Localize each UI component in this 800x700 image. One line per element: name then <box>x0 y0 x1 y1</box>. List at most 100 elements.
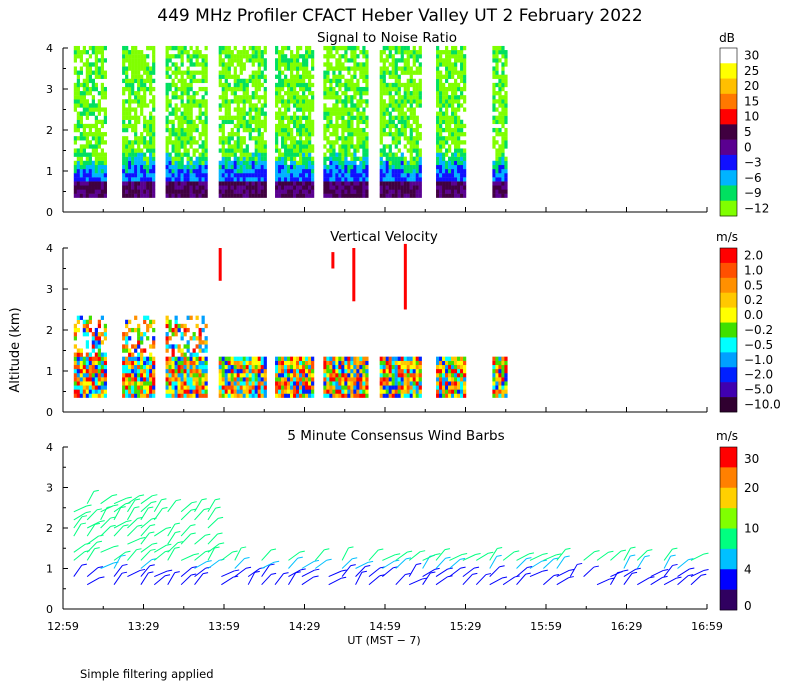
snr-cell <box>409 152 413 157</box>
snr-cell <box>498 58 502 63</box>
wind-barb-flag <box>136 548 142 551</box>
wind-barb <box>355 561 369 569</box>
snr-cell <box>189 111 193 116</box>
vv-cell <box>79 315 83 320</box>
snr-cell <box>341 193 345 198</box>
snr-cell <box>236 115 240 120</box>
snr-cell <box>391 70 395 75</box>
vv-cell <box>236 389 240 394</box>
snr-cell <box>177 70 181 75</box>
snr-cell <box>326 45 330 51</box>
snr-cell <box>88 66 92 71</box>
snr-cell <box>302 144 306 149</box>
snr-cell <box>239 144 243 149</box>
snr-cell <box>436 58 440 63</box>
snr-cell <box>183 140 187 145</box>
snr-cell <box>195 160 199 166</box>
snr-cell <box>224 50 228 55</box>
snr-cell <box>305 136 309 141</box>
snr-cell <box>350 115 354 120</box>
snr-cell <box>227 152 231 157</box>
vv-cell <box>94 377 98 382</box>
snr-cell <box>198 111 202 116</box>
snr-cell <box>143 173 147 178</box>
snr-cell <box>463 58 467 63</box>
snr-cell <box>177 181 181 186</box>
snr-cell <box>79 152 83 157</box>
snr-cell <box>218 177 222 182</box>
snr-cell <box>409 140 413 145</box>
snr-cell <box>385 193 389 198</box>
vv-cell <box>353 381 357 386</box>
snr-cell <box>275 148 279 153</box>
vv-cell <box>350 373 354 378</box>
snr-cell <box>362 107 366 112</box>
snr-cell <box>131 82 135 88</box>
wind-barb-flag <box>233 575 239 578</box>
snr-cell <box>403 127 407 133</box>
snr-cell <box>359 119 363 125</box>
snr-cell <box>192 152 196 157</box>
vv-cell <box>403 385 407 390</box>
vv-cell <box>460 377 464 382</box>
snr-cell <box>122 45 126 51</box>
snr-cell <box>82 95 86 100</box>
vv-cell <box>329 381 333 386</box>
snr-cell <box>260 74 264 79</box>
vv-cell <box>302 360 306 366</box>
snr-cell <box>251 193 255 198</box>
vv-cell <box>218 356 222 361</box>
snr-cell <box>218 54 222 59</box>
snr-cell <box>501 70 505 75</box>
snr-cell <box>152 45 156 51</box>
snr-cell <box>359 70 363 75</box>
vv-cell <box>284 368 288 374</box>
snr-cell <box>463 189 467 194</box>
snr-cell <box>221 95 225 100</box>
snr-cell <box>233 99 237 104</box>
snr-cell <box>284 107 288 112</box>
vv-cell <box>221 377 225 382</box>
wind-barb <box>207 517 219 529</box>
vv-cell <box>195 336 199 341</box>
snr-cell <box>125 160 129 166</box>
snr-cell <box>85 123 89 129</box>
snr-cell <box>451 99 455 104</box>
colorbar-label: −12 <box>744 201 769 215</box>
wind-barb <box>100 505 114 513</box>
snr-cell <box>302 82 306 88</box>
wind-barb <box>127 507 135 521</box>
snr-cell <box>397 189 401 194</box>
snr-cell <box>350 45 354 51</box>
wind-barb <box>100 546 114 553</box>
wind-barb <box>113 572 123 585</box>
snr-cell <box>248 95 252 100</box>
vv-cell <box>171 393 175 398</box>
snr-cell <box>439 74 443 79</box>
snr-cell <box>192 140 196 145</box>
snr-cell <box>281 115 285 120</box>
vv-cell <box>332 377 336 382</box>
snr-cell <box>278 74 282 79</box>
snr-cell <box>323 152 327 157</box>
vv-cell <box>198 348 202 353</box>
vv-cell <box>299 364 303 370</box>
vv-cell <box>146 368 150 374</box>
vv-cell <box>278 389 282 394</box>
vv-cell <box>165 368 169 374</box>
snr-cell <box>275 144 279 149</box>
snr-cell <box>436 177 440 182</box>
vv-cell <box>91 348 95 353</box>
snr-cell <box>454 86 458 92</box>
snr-cell <box>281 99 285 104</box>
snr-cell <box>221 177 225 182</box>
snr-cell <box>168 82 172 88</box>
snr-cell <box>152 185 156 190</box>
snr-cell <box>311 193 315 198</box>
snr-cell <box>359 164 363 170</box>
vv-cell <box>245 377 249 382</box>
vv-cell <box>350 356 354 361</box>
vv-cell <box>242 373 246 378</box>
snr-cell <box>403 99 407 104</box>
snr-cell <box>230 148 234 153</box>
